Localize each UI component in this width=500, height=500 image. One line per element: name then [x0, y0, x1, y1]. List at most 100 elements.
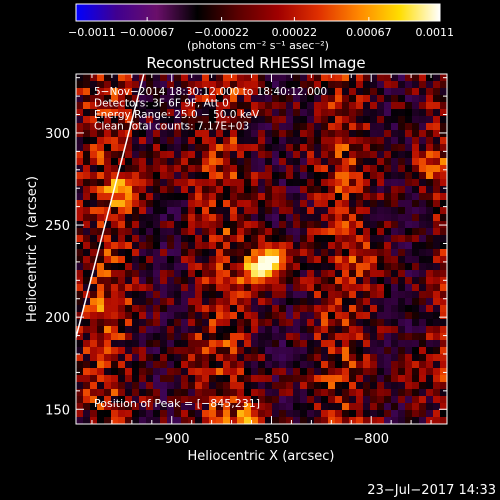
- heatmap-cell: [272, 305, 280, 313]
- heatmap-cell: [83, 95, 91, 103]
- heatmap-cell: [111, 172, 119, 180]
- heatmap-cell: [405, 284, 413, 292]
- heatmap-cell: [307, 200, 315, 208]
- heatmap-cell: [202, 389, 210, 397]
- heatmap-cell: [328, 382, 336, 390]
- heatmap-cell: [412, 221, 420, 229]
- heatmap-cell: [370, 151, 378, 159]
- heatmap-cell: [209, 200, 217, 208]
- heatmap-cell: [153, 256, 161, 264]
- heatmap-cell: [209, 221, 217, 229]
- heatmap-cell: [377, 165, 385, 173]
- heatmap-cell: [167, 242, 175, 250]
- heatmap-cell: [118, 361, 126, 369]
- heatmap-cell: [181, 186, 189, 194]
- heatmap-cell: [398, 403, 406, 411]
- heatmap-cell: [405, 396, 413, 404]
- heatmap-cell: [356, 109, 364, 117]
- heatmap-cell: [419, 354, 427, 362]
- heatmap-cell: [167, 81, 175, 89]
- heatmap-cell: [230, 179, 238, 187]
- heatmap-cell: [384, 179, 392, 187]
- heatmap-cell: [104, 277, 112, 285]
- heatmap-cell: [230, 172, 238, 180]
- heatmap-cell: [202, 319, 210, 327]
- heatmap-cell: [384, 207, 392, 215]
- heatmap-cell: [118, 242, 126, 250]
- heatmap-cell: [251, 102, 259, 110]
- heatmap-cell: [349, 207, 357, 215]
- heatmap-cell: [307, 319, 315, 327]
- heatmap-cell: [153, 242, 161, 250]
- heatmap-cell: [251, 179, 259, 187]
- heatmap-cell: [216, 347, 224, 355]
- heatmap-cell: [118, 368, 126, 376]
- heatmap-cell: [216, 340, 224, 348]
- heatmap-cell: [118, 312, 126, 320]
- heatmap-cell: [433, 284, 441, 292]
- heatmap-cell: [153, 361, 161, 369]
- heatmap-cell: [398, 137, 406, 145]
- heatmap-cell: [433, 172, 441, 180]
- heatmap-cell: [426, 326, 434, 334]
- heatmap-cell: [258, 88, 266, 96]
- heatmap-cell: [335, 410, 343, 418]
- heatmap-cell: [377, 249, 385, 257]
- heatmap-cell: [195, 347, 203, 355]
- heatmap-cell: [426, 88, 434, 96]
- heatmap-cell: [223, 123, 231, 131]
- heatmap-cell: [118, 256, 126, 264]
- heatmap-cell: [356, 277, 364, 285]
- heatmap-cell: [440, 242, 447, 250]
- heatmap-cell: [405, 333, 413, 341]
- heatmap-cell: [83, 256, 91, 264]
- heatmap-cell: [167, 158, 175, 166]
- heatmap-cell: [328, 249, 336, 257]
- heatmap-cell: [412, 193, 420, 201]
- heatmap-cell: [328, 347, 336, 355]
- heatmap-cell: [356, 333, 364, 341]
- heatmap-cell: [328, 361, 336, 369]
- heatmap-cell: [244, 305, 252, 313]
- heatmap-cell: [237, 375, 245, 383]
- heatmap-cell: [300, 389, 308, 397]
- heatmap-cell: [356, 200, 364, 208]
- heatmap-cell: [314, 137, 322, 145]
- heatmap-cell: [321, 249, 329, 257]
- heatmap-cell: [391, 347, 399, 355]
- heatmap-cell: [342, 263, 350, 271]
- heatmap-cell: [139, 214, 147, 222]
- heatmap-cell: [335, 130, 343, 138]
- heatmap-cell: [335, 151, 343, 159]
- heatmap-cell: [370, 81, 378, 89]
- heatmap-cell: [293, 333, 301, 341]
- heatmap-cell: [321, 123, 329, 131]
- heatmap-cell: [244, 172, 252, 180]
- heatmap-cell: [258, 137, 266, 145]
- heatmap-cell: [146, 361, 154, 369]
- heatmap-cell: [258, 74, 266, 82]
- heatmap-cell: [272, 95, 280, 103]
- heatmap-cell: [286, 214, 294, 222]
- heatmap-cell: [412, 340, 420, 348]
- heatmap-cell: [293, 396, 301, 404]
- heatmap-cell: [237, 340, 245, 348]
- heatmap-cell: [223, 361, 231, 369]
- heatmap-cell: [300, 137, 308, 145]
- heatmap-cell: [272, 354, 280, 362]
- heatmap-cell: [97, 368, 105, 376]
- heatmap-cell: [384, 361, 392, 369]
- heatmap-cell: [237, 186, 245, 194]
- heatmap-cell: [181, 74, 189, 82]
- heatmap-cell: [160, 137, 168, 145]
- heatmap-cell: [307, 389, 315, 397]
- heatmap-cell: [398, 305, 406, 313]
- heatmap-cell: [195, 242, 203, 250]
- heatmap-cell: [237, 158, 245, 166]
- heatmap-cell: [349, 375, 357, 383]
- heatmap-cell: [349, 151, 357, 159]
- heatmap-cell: [426, 333, 434, 341]
- heatmap-cell: [111, 81, 119, 89]
- heatmap-cell: [125, 417, 133, 424]
- heatmap-cell: [279, 109, 287, 117]
